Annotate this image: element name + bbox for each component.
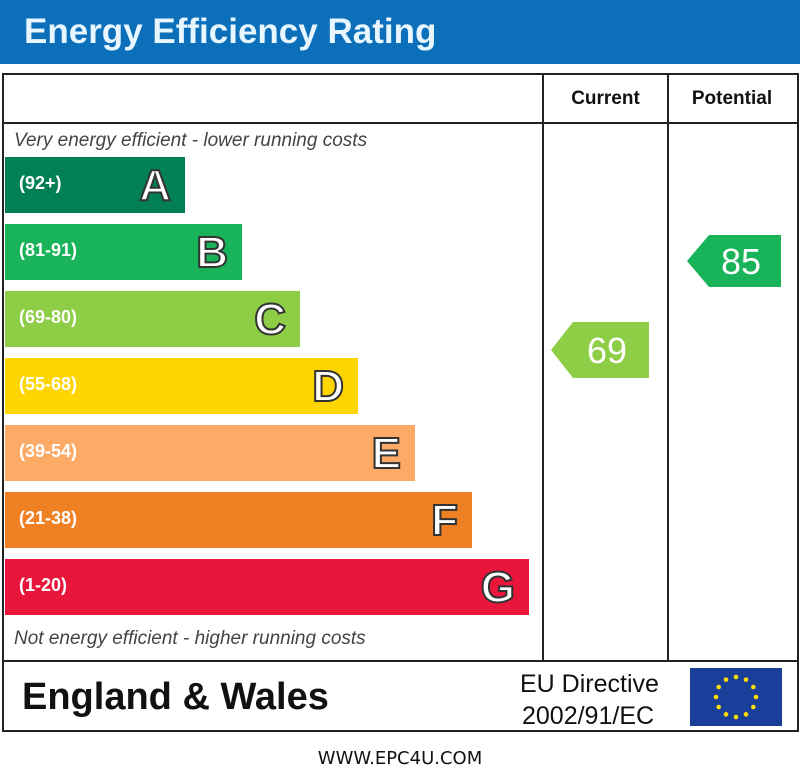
band-letter: C [253, 294, 287, 345]
band-range: (1-20) [19, 575, 68, 595]
potential-rating-arrow: 85 [687, 235, 781, 287]
top-note: Very energy efficient - lower running co… [14, 130, 368, 151]
chart-title: Energy Efficiency Rating [24, 12, 437, 51]
star-icon [733, 674, 739, 680]
star-icon [716, 684, 721, 690]
current-header: Current [571, 88, 640, 109]
potential-arrow-shape [687, 235, 781, 287]
band-d: (55-68) D [5, 358, 358, 414]
band-a: (92+) A [5, 157, 185, 213]
potential-rating-value: 85 [720, 241, 762, 282]
band-letter: E [371, 428, 402, 479]
star-icon [751, 704, 756, 710]
header-divider [2, 122, 797, 124]
current-rating-arrow: 69 [551, 322, 649, 378]
region-label: England & Wales [22, 676, 329, 718]
column-divider [667, 73, 669, 662]
column-divider [542, 73, 544, 662]
band-range: (81-91) [19, 240, 78, 260]
band-range: (92+) [19, 173, 62, 193]
band-e: (39-54) E [5, 425, 415, 481]
star-icon [733, 714, 739, 720]
bottom-note: Not energy efficient - higher running co… [14, 628, 366, 649]
directive-line1: EU Directive [520, 670, 659, 698]
band-letter: A [138, 160, 172, 211]
star-icon [723, 712, 729, 717]
current-rating-value: 69 [586, 330, 628, 371]
band-letter: G [480, 562, 516, 613]
band-range: (55-68) [19, 374, 78, 394]
star-icon [743, 712, 749, 717]
band-letter: D [311, 361, 345, 412]
band-range: (39-54) [19, 441, 78, 461]
star-icon [723, 677, 729, 682]
band-letter: F [430, 495, 459, 546]
band-range: (69-80) [19, 307, 78, 327]
potential-header: Potential [691, 88, 773, 109]
chart-frame [2, 73, 799, 732]
website-label: WWW.EPC4U.COM [317, 748, 483, 769]
footer-divider [2, 660, 797, 662]
current-arrow-shape [551, 322, 649, 378]
band-letter: B [195, 227, 229, 278]
eu-flag-icon [690, 668, 782, 726]
star-icon [751, 684, 756, 690]
directive-line2: 2002/91/EC [522, 702, 655, 730]
star-icon [713, 694, 719, 700]
band-g: (1-20) G [5, 559, 529, 615]
band-f: (21-38) F [5, 492, 472, 548]
star-icon [716, 704, 721, 710]
star-icon [753, 694, 759, 700]
band-c: (69-80) C [5, 291, 300, 347]
band-b: (81-91) B [5, 224, 242, 280]
band-range: (21-38) [19, 508, 78, 528]
title-bar [0, 0, 800, 64]
star-icon [743, 677, 749, 682]
